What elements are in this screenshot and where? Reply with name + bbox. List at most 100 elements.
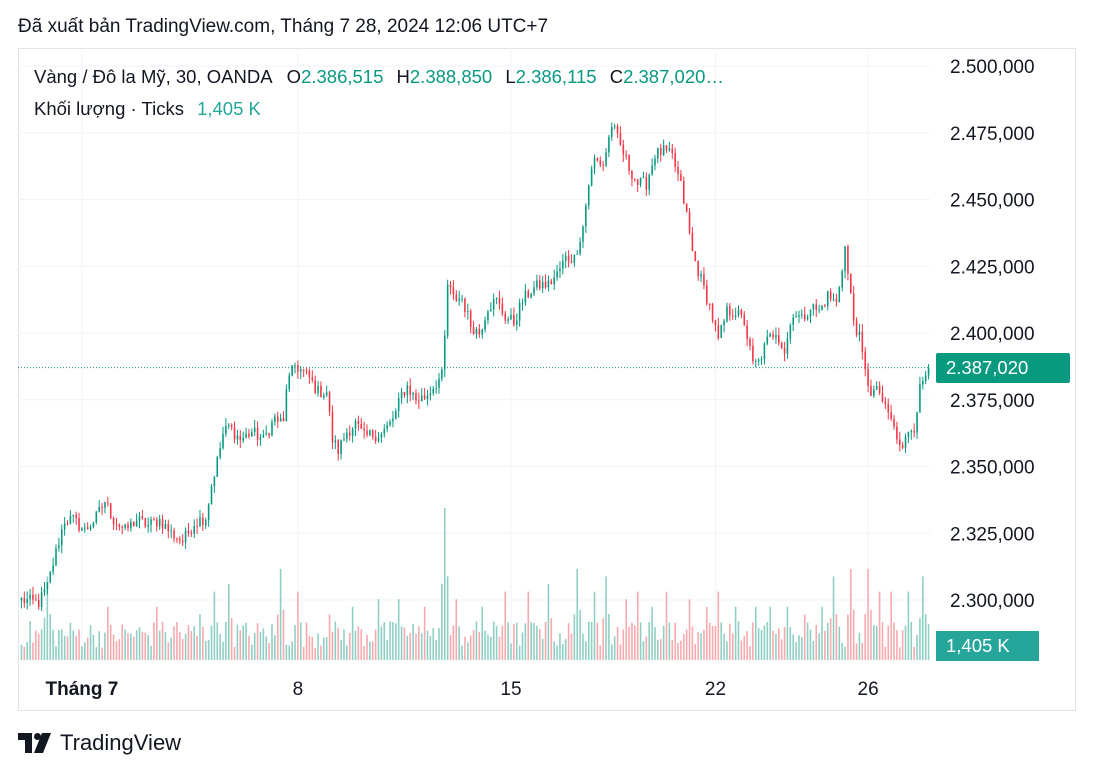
candle-body [461,298,463,300]
candle [112,516,115,531]
candle [230,423,233,431]
candle [498,290,501,310]
x-tick-label: 8 [293,679,304,700]
candle [844,245,846,279]
candle-body [20,597,23,601]
volume-bar [754,606,757,660]
candle [187,522,190,537]
volume-bar [746,631,748,660]
tradingview-logo[interactable]: TradingView [18,730,181,756]
candle-body [780,342,783,348]
volume-bar [602,618,604,660]
candle [400,387,403,404]
candle [86,522,89,530]
volume-bar [150,645,152,660]
volume-bar [210,625,213,660]
volume-bar [547,584,550,660]
published-header: Đã xuất bản TradingView.com, Tháng 7 28,… [18,16,549,37]
candle-body [216,457,219,477]
candle [202,512,204,531]
candle-body [291,365,293,376]
symbol-label[interactable]: Vàng / Đô la Mỹ, 30, OANDA [34,66,272,87]
volume-bar [230,618,233,660]
candle [927,363,930,380]
volume-bar [743,636,746,660]
volume-bar [599,645,602,660]
candle [299,366,302,379]
candle-body [533,287,535,294]
volume-bar [579,609,581,660]
candle [648,173,651,196]
candle-body [130,521,132,529]
volume-bar [248,635,250,660]
volume-bar [881,622,884,660]
candle-body [703,274,705,286]
candle-body [121,526,124,528]
y-axis: 2.500,000 2.475,000 2.450,000 2.425,000 2.40… [950,57,1035,612]
candle-body [867,369,869,386]
volume-bar [187,625,190,660]
volume-bar [403,627,406,660]
volume-bar [461,645,463,660]
candle [772,330,774,340]
volume-bar [760,629,763,660]
candle-body [395,411,397,419]
candle-body [720,325,723,338]
volume-bar [703,629,705,660]
candle-body [562,260,564,269]
volume-bar [674,622,676,660]
volume-bar [789,627,792,660]
candle [916,411,918,439]
candle-body [302,369,305,371]
candle [219,442,221,460]
volume-bar [835,614,838,660]
volume-bar [75,635,77,660]
candle-body [645,177,648,190]
candle-body [357,420,360,424]
volume-bar [576,568,579,660]
candle-body [726,306,728,322]
candle-body [919,384,921,413]
volume-bar [259,631,262,660]
candle-body [481,329,483,335]
candle-body [752,346,754,362]
candle-body [714,320,717,326]
candle [472,321,475,335]
candle [420,388,423,402]
candle [274,413,276,426]
volume-bar [553,641,555,660]
volume-badge: 1,405 K [936,631,1039,661]
volume-bar [769,606,771,660]
candle-body [58,545,60,549]
volume-bar [130,633,132,660]
candle-body [141,516,144,519]
candle [239,430,242,448]
volume-bar [749,646,751,660]
y-tick-label: 2.450,000 [950,191,1035,212]
volume-bar [668,622,671,660]
candle-body [553,277,555,285]
volume-bar [677,642,679,660]
volume-bar [662,625,665,660]
volume-bar [697,632,699,660]
volume-bar [737,621,740,660]
candle [700,270,702,283]
volume-bar [285,644,288,660]
volume-bar [636,591,639,660]
candle [279,413,282,422]
candle-body [380,434,383,438]
candle-body [682,180,685,204]
volume-bar [331,631,334,660]
volume-bar [268,642,270,660]
candle [677,161,679,182]
candle [426,389,429,406]
candle-body [187,530,190,533]
candle [645,172,648,196]
volume-bar [567,623,570,660]
volume-bar [659,639,662,660]
candle [697,260,699,281]
volume-label[interactable]: Khối lượng · Ticks [34,98,184,119]
candle [826,290,829,311]
candle [824,303,826,308]
